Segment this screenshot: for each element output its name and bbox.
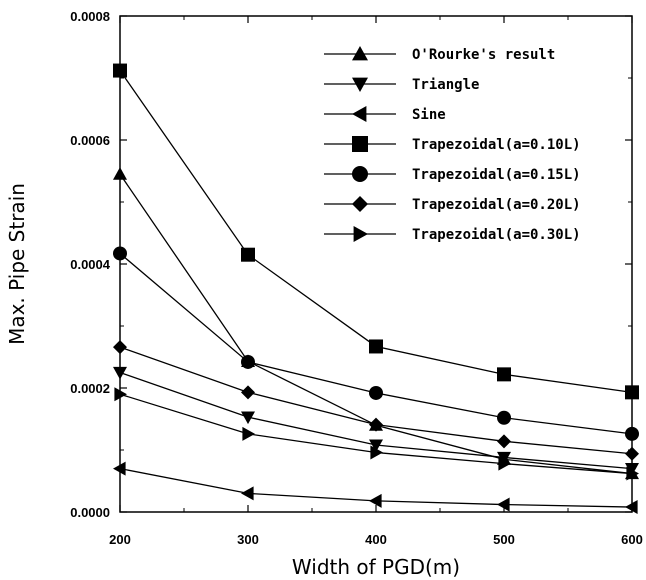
data-point [625, 463, 639, 476]
data-point [369, 385, 383, 400]
data-point [114, 387, 127, 402]
x-axis-title: Width of PGD(m) [292, 555, 460, 579]
series-circle [113, 246, 639, 441]
legend-marker [352, 77, 368, 92]
data-point [113, 461, 126, 476]
series-diamond [113, 340, 639, 461]
legend-marker [352, 136, 368, 152]
legend-entry: Trapezoidal(a=0.15L) [324, 166, 581, 183]
axis-ticks: 0.0000 0.0002 0.0004 0.0006 0.0008 200 300 400 5… [70, 9, 643, 547]
legend-marker [352, 196, 368, 212]
legend-label: Trapezoidal(a=0.15L) [412, 167, 581, 183]
data-point [625, 426, 639, 441]
data-point [242, 426, 255, 441]
data-point [497, 497, 510, 512]
data-point [113, 366, 127, 380]
legend: O'Rourke's result Triangle Sine Trapezoidal… [324, 46, 581, 243]
series-square [113, 63, 639, 400]
legend-label: Trapezoidal(a=0.20L) [412, 197, 581, 213]
x-tick-label: 300 [237, 532, 259, 547]
legend-marker [352, 106, 367, 122]
data-point [497, 410, 511, 425]
series-line [119, 346, 633, 455]
data-point [497, 451, 511, 465]
data-point [369, 339, 383, 354]
legend-label: O'Rourke's result [412, 47, 555, 63]
data-point [241, 486, 254, 501]
data-point [625, 500, 638, 515]
y-tick-label: 0.0008 [70, 9, 110, 24]
y-axis-title: Max. Pipe Strain [5, 183, 29, 345]
data-point [369, 417, 383, 432]
legend-entry: Trapezoidal(a=0.20L) [324, 196, 581, 213]
data-point [369, 493, 382, 508]
series-triangle-right [114, 387, 639, 481]
series-layer [113, 63, 639, 515]
data-point [113, 63, 127, 78]
x-tick-label: 500 [493, 532, 515, 547]
series-triangle-up [113, 167, 639, 480]
x-tick-label: 400 [365, 532, 387, 547]
legend-label: Trapezoidal(a=0.30L) [412, 227, 581, 243]
data-point [497, 434, 511, 449]
series-triangle-left [113, 461, 638, 515]
data-point [370, 445, 383, 460]
legend-entry: Trapezoidal(a=0.10L) [324, 136, 581, 153]
data-point [625, 446, 639, 461]
data-point [625, 385, 639, 400]
legend-marker [352, 46, 368, 61]
y-tick-label: 0.0006 [70, 133, 110, 148]
data-point [113, 167, 127, 180]
legend-entry: Trapezoidal(a=0.30L) [324, 226, 581, 243]
legend-label: Triangle [412, 77, 479, 93]
data-point [498, 456, 511, 471]
legend-entry: Triangle [324, 77, 479, 93]
legend-label: Trapezoidal(a=0.10L) [412, 137, 581, 153]
y-tick-label: 0.0000 [70, 505, 110, 520]
legend-marker [353, 226, 368, 242]
x-tick-label: 200 [109, 532, 131, 547]
data-point [626, 466, 639, 481]
legend-marker [352, 166, 368, 182]
x-tick-label: 600 [621, 532, 643, 547]
legend-entry: Sine [324, 106, 446, 123]
data-point [241, 247, 255, 262]
data-point [113, 340, 127, 355]
series-triangle-down [113, 366, 639, 476]
data-point [369, 439, 383, 453]
plot-frame [119, 15, 633, 513]
legend-entry: O'Rourke's result [324, 46, 555, 63]
y-tick-label: 0.0004 [70, 257, 111, 272]
legend-label: Sine [412, 107, 446, 123]
y-tick-label: 0.0002 [70, 381, 110, 396]
data-point [241, 411, 255, 425]
data-point [497, 367, 511, 382]
data-point [113, 246, 127, 261]
data-point [241, 354, 255, 369]
data-point [241, 385, 255, 400]
